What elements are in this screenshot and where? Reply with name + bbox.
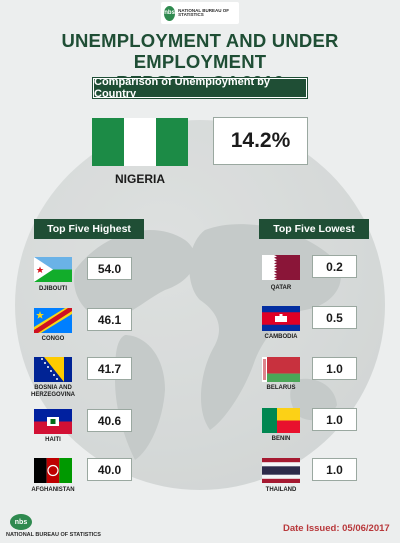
thailand-flag-icon [262,458,300,483]
cambodia-flag-icon [262,306,300,331]
list-item-value: 1.0 [312,357,357,380]
djibouti-flag-icon [34,257,72,282]
list-item-country: HAITI [45,437,61,443]
belarus-flag-icon [262,357,300,382]
list-item-value: 0.2 [312,255,357,278]
nigeria-flag-icon [92,118,188,166]
afghanistan-flag-icon [34,458,72,483]
qatar-flag-icon [262,255,300,280]
list-item-country: THAILAND [265,487,297,493]
list-item-country: QATAR [270,285,292,291]
header-logo: nbs NATIONAL BUREAU OF STATISTICS [161,2,239,24]
list-item-country: BENIN [271,436,291,442]
bosnia-flag-icon [34,357,72,382]
nbs-logo-icon: nbs [164,5,176,21]
list-item-country: CONGO [41,336,65,342]
header-logo-text: NATIONAL BUREAU OF STATISTICS [178,7,230,17]
nbs-logo-icon: nbs [10,514,32,530]
featured-value: 14.2% [213,117,308,165]
list-item-value: 1.0 [312,408,357,431]
featured-country: NIGERIA [114,172,165,186]
list-item-country: CAMBODIA [264,334,298,340]
congo-flag-icon [34,308,72,333]
globe-background [15,120,385,490]
top-lowest-heading: Top Five Lowest [259,219,369,239]
list-item-country: AFGHANISTAN [31,487,75,493]
list-item-value: 46.1 [87,308,132,331]
list-item-value: 0.5 [312,306,357,329]
date-issued: Date Issued: 05/06/2017 [283,523,390,534]
top-highest-heading: Top Five Highest [34,219,144,239]
list-item-value: 40.6 [87,409,132,432]
list-item-country: BELARUS [266,385,296,391]
footer-logo: nbs NATIONAL BUREAU OF STATISTICS [6,514,101,538]
comparison-banner: Comparison of Unemployment by Country [92,76,308,100]
benin-flag-icon [262,408,300,433]
list-item-country: DJIBOUTI [38,286,67,292]
list-item-country: BOSNIA AND HERZEGOVINA [30,385,75,398]
list-item-value: 40.0 [87,458,132,481]
list-item-value: 54.0 [87,257,132,280]
haiti-flag-icon [34,409,72,434]
page-title-line1: UNEMPLOYMENT AND UNDER EMPLOYMENT [61,30,339,72]
list-item-value: 41.7 [87,357,132,380]
list-item-value: 1.0 [312,458,357,481]
footer-logo-text: NATIONAL BUREAU OF STATISTICS [6,532,101,538]
